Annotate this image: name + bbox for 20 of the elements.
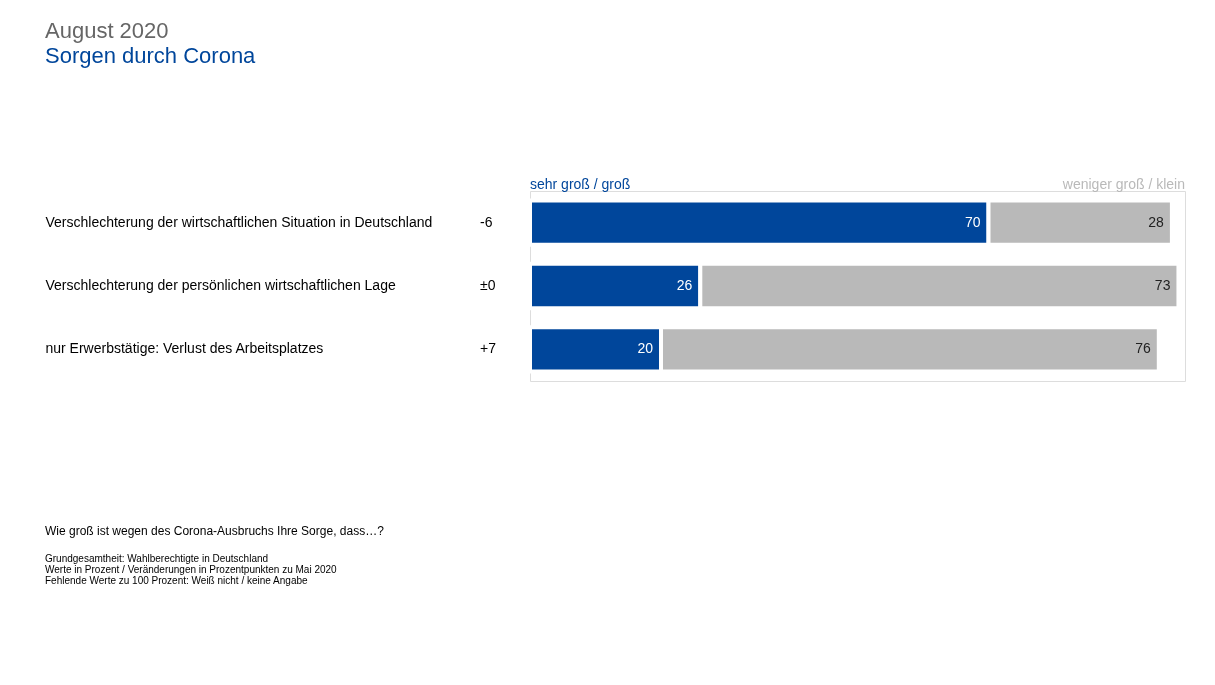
data-label: 26 xyxy=(676,277,693,293)
text: ±0 xyxy=(480,277,496,293)
data-label: 70 xyxy=(964,213,981,230)
text: Fehlende Werte zu 100 Prozent: Weiß nicht / keine Angabe xyxy=(45,575,308,586)
text: Sorgen durch Corona xyxy=(45,43,257,68)
data-label: 76 xyxy=(1135,340,1152,357)
y-tick-label: Verschlechterung der persönlichen wirtschaftlichen Lage xyxy=(45,277,396,293)
data-label: 73 xyxy=(1154,277,1171,293)
text: Werte in Prozent / Veränderungen in Prozentpunkten zu Mai 2020 xyxy=(45,564,338,575)
text: -6 xyxy=(480,213,493,230)
text: August 2020 xyxy=(45,18,169,43)
data-label: 28 xyxy=(1148,213,1165,230)
series-label: sehr groß / groß xyxy=(530,176,631,192)
data-label: 20 xyxy=(637,340,654,357)
y-tick-label: nur Erwerbstätige: Verlust des Arbeitsplatzes xyxy=(45,340,324,357)
series-label: weniger groß / klein xyxy=(1061,176,1185,192)
text: Wie groß ist wegen des Corona-Ausbruchs Ihre Sorge, dass…? xyxy=(45,524,385,538)
y-tick-label: Verschlechterung der wirtschaftlichen Situation in Deutschland xyxy=(45,213,433,230)
text: +7 xyxy=(480,340,497,357)
text: Grundgesamtheit: Wahlberechtigte in Deutschland xyxy=(45,553,269,564)
